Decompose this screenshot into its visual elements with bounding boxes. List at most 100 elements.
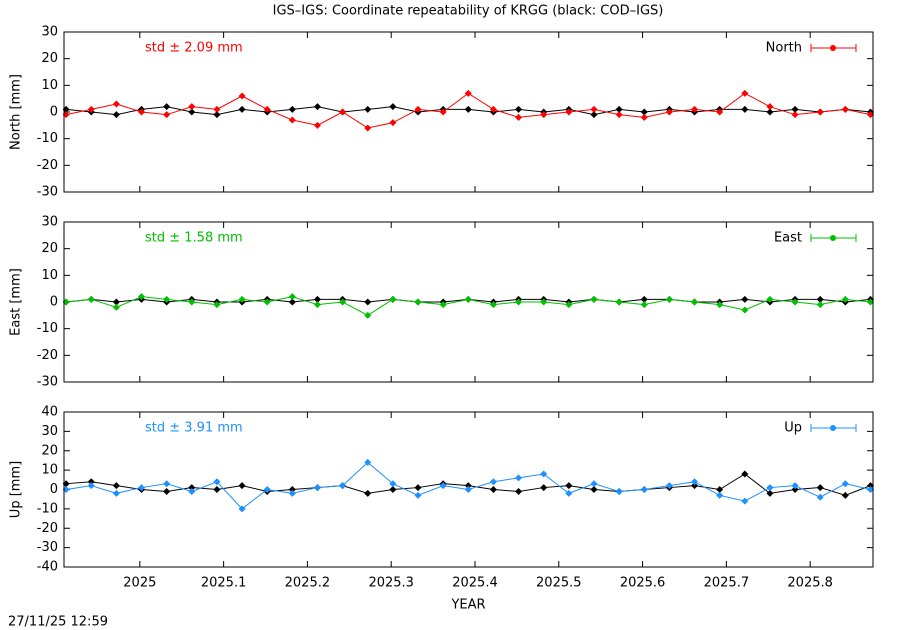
- marker: [414, 491, 422, 499]
- marker: [866, 298, 874, 306]
- marker: [188, 108, 196, 116]
- marker: [816, 484, 824, 492]
- x-axis-label: YEAR: [450, 598, 485, 613]
- y-tick-label: 20: [41, 51, 58, 66]
- marker: [515, 105, 523, 113]
- marker: [716, 486, 724, 493]
- marker: [590, 486, 598, 493]
- marker: [263, 298, 271, 306]
- y-tick-label: 0: [50, 105, 58, 120]
- marker: [791, 298, 799, 306]
- marker: [816, 493, 824, 501]
- y-tick-label: 40: [41, 405, 58, 420]
- marker: [364, 458, 372, 466]
- marker: [464, 105, 472, 113]
- marker: [489, 486, 497, 493]
- marker: [313, 121, 321, 129]
- marker: [87, 482, 95, 490]
- marker: [288, 298, 296, 306]
- marker: [691, 105, 699, 113]
- marker: [464, 482, 472, 490]
- marker: [138, 108, 146, 116]
- marker: [766, 108, 774, 116]
- marker: [791, 111, 799, 119]
- marker: [112, 100, 120, 108]
- marker: [464, 89, 472, 97]
- marker: [741, 306, 749, 314]
- x-tick-label: 2025.6: [620, 576, 666, 591]
- marker: [464, 486, 472, 493]
- marker: [87, 295, 95, 303]
- marker: [163, 111, 171, 119]
- plot-border: [63, 221, 874, 383]
- marker: [489, 301, 497, 309]
- marker: [339, 482, 347, 490]
- marker: [313, 295, 321, 303]
- marker: [112, 298, 120, 306]
- marker: [741, 105, 749, 113]
- marker: [741, 470, 749, 478]
- marker: [640, 295, 648, 303]
- marker: [741, 295, 749, 303]
- marker: [213, 301, 221, 309]
- x-tick-label: 2025.7: [704, 576, 750, 591]
- marker: [565, 482, 573, 490]
- y-tick-label: -10: [37, 131, 58, 146]
- marker: [841, 491, 849, 499]
- marker: [515, 113, 523, 121]
- marker: [540, 484, 548, 492]
- marker: [238, 482, 246, 490]
- marker: [213, 478, 221, 486]
- marker: [841, 295, 849, 303]
- y-axis-label: East [mm]: [9, 268, 24, 336]
- legend-label: East: [774, 231, 802, 246]
- y-tick-label: -30: [37, 375, 58, 390]
- marker: [288, 486, 296, 493]
- marker: [188, 298, 196, 306]
- marker: [766, 484, 774, 492]
- marker: [489, 478, 497, 486]
- y-tick-label: 10: [41, 78, 58, 93]
- marker: [439, 108, 447, 116]
- marker: [313, 301, 321, 309]
- marker: [565, 301, 573, 309]
- y-tick-label: -30: [37, 540, 58, 555]
- marker: [640, 113, 648, 121]
- marker: [640, 486, 648, 493]
- x-tick-label: 2025: [123, 576, 156, 591]
- marker: [565, 108, 573, 116]
- y-tick-label: 30: [41, 215, 58, 230]
- marker: [238, 92, 246, 100]
- marker: [238, 505, 246, 513]
- marker: [364, 311, 372, 319]
- marker: [389, 103, 397, 111]
- y-tick-label: -20: [37, 158, 58, 173]
- marker: [263, 105, 271, 113]
- y-tick-label: 10: [41, 268, 58, 283]
- plot-border: [63, 31, 874, 193]
- legend-dot: [830, 45, 836, 51]
- marker: [640, 301, 648, 309]
- y-tick-label: 30: [41, 424, 58, 439]
- marker: [691, 482, 699, 490]
- marker: [112, 111, 120, 119]
- x-tick-label: 2025.8: [787, 576, 833, 591]
- marker: [791, 482, 799, 490]
- marker: [339, 108, 347, 116]
- y-axis-label: North [mm]: [9, 74, 24, 150]
- marker: [263, 486, 271, 493]
- timestamp: 27/11/25 12:59: [8, 615, 108, 630]
- y-tick-label: 0: [50, 295, 58, 310]
- marker: [188, 103, 196, 111]
- marker: [615, 105, 623, 113]
- legend-label: North: [766, 41, 802, 56]
- marker: [288, 489, 296, 497]
- marker: [590, 295, 598, 303]
- marker: [364, 124, 372, 132]
- marker: [565, 489, 573, 497]
- marker: [515, 474, 523, 482]
- y-tick-label: -10: [37, 501, 58, 516]
- marker: [389, 295, 397, 303]
- y-tick-label: -10: [37, 321, 58, 336]
